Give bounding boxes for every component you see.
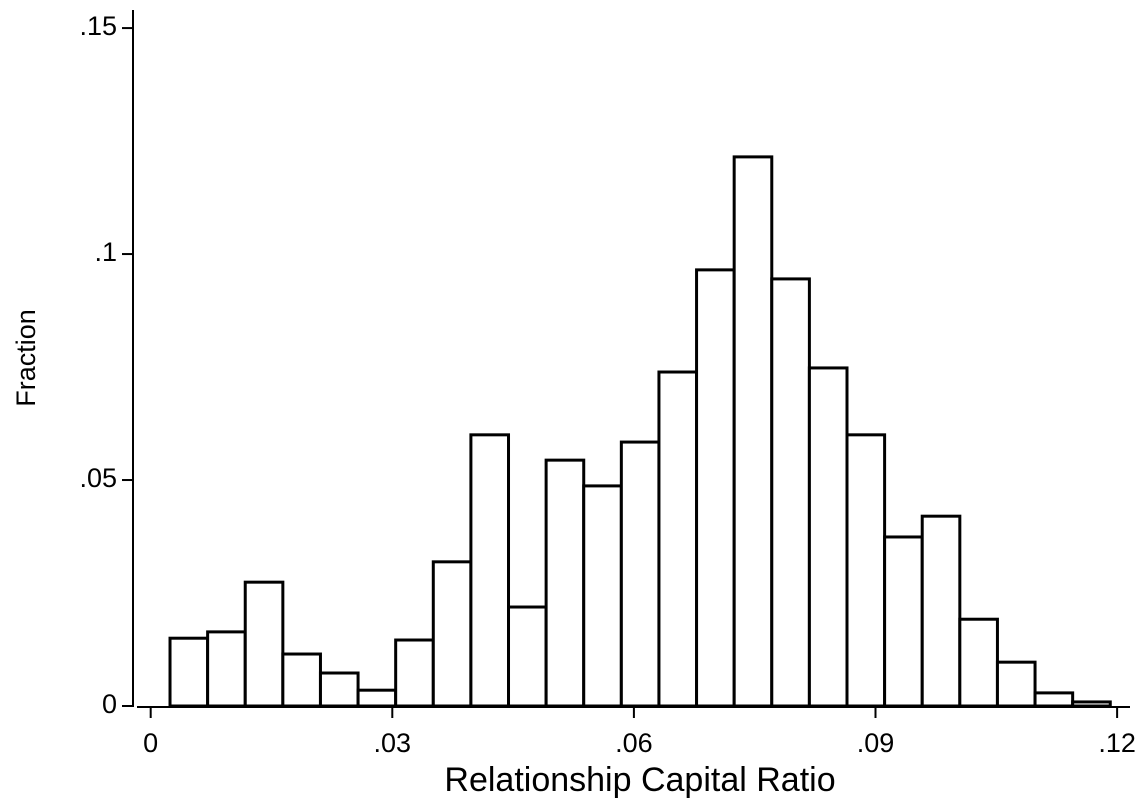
bar xyxy=(243,580,285,708)
y-tick-label: .1 xyxy=(94,237,117,267)
x-tick-label: .09 xyxy=(857,728,895,758)
bar xyxy=(732,155,774,708)
x-tick-label: .12 xyxy=(1098,728,1136,758)
bar xyxy=(920,514,962,708)
bar xyxy=(356,688,398,708)
bar xyxy=(619,440,661,708)
bar xyxy=(958,617,999,708)
y-tick-label: 0 xyxy=(102,689,117,719)
x-tick-label: .03 xyxy=(374,728,412,758)
bar xyxy=(318,671,360,708)
x-tick-label: 0 xyxy=(143,728,158,758)
bar xyxy=(995,660,1037,708)
bar xyxy=(695,268,736,708)
bar xyxy=(1071,700,1112,708)
bar xyxy=(845,433,887,708)
bar xyxy=(281,652,322,708)
x-axis-title: Relationship Capital Ratio xyxy=(444,761,835,799)
bar xyxy=(883,535,924,708)
bar xyxy=(544,458,586,708)
y-tick-label: .05 xyxy=(79,463,117,493)
y-tick-label: .15 xyxy=(79,11,117,41)
x-tick-label: .06 xyxy=(615,728,653,758)
y-axis-title: Fraction xyxy=(11,309,41,407)
bar xyxy=(469,433,511,708)
bar xyxy=(206,630,247,708)
bar xyxy=(431,560,473,708)
bar xyxy=(394,638,435,708)
bar xyxy=(770,277,811,708)
bar xyxy=(1033,691,1075,708)
bar xyxy=(168,636,210,708)
bar xyxy=(657,370,699,708)
bar xyxy=(807,366,849,708)
bar xyxy=(507,605,548,708)
bar xyxy=(582,484,623,708)
